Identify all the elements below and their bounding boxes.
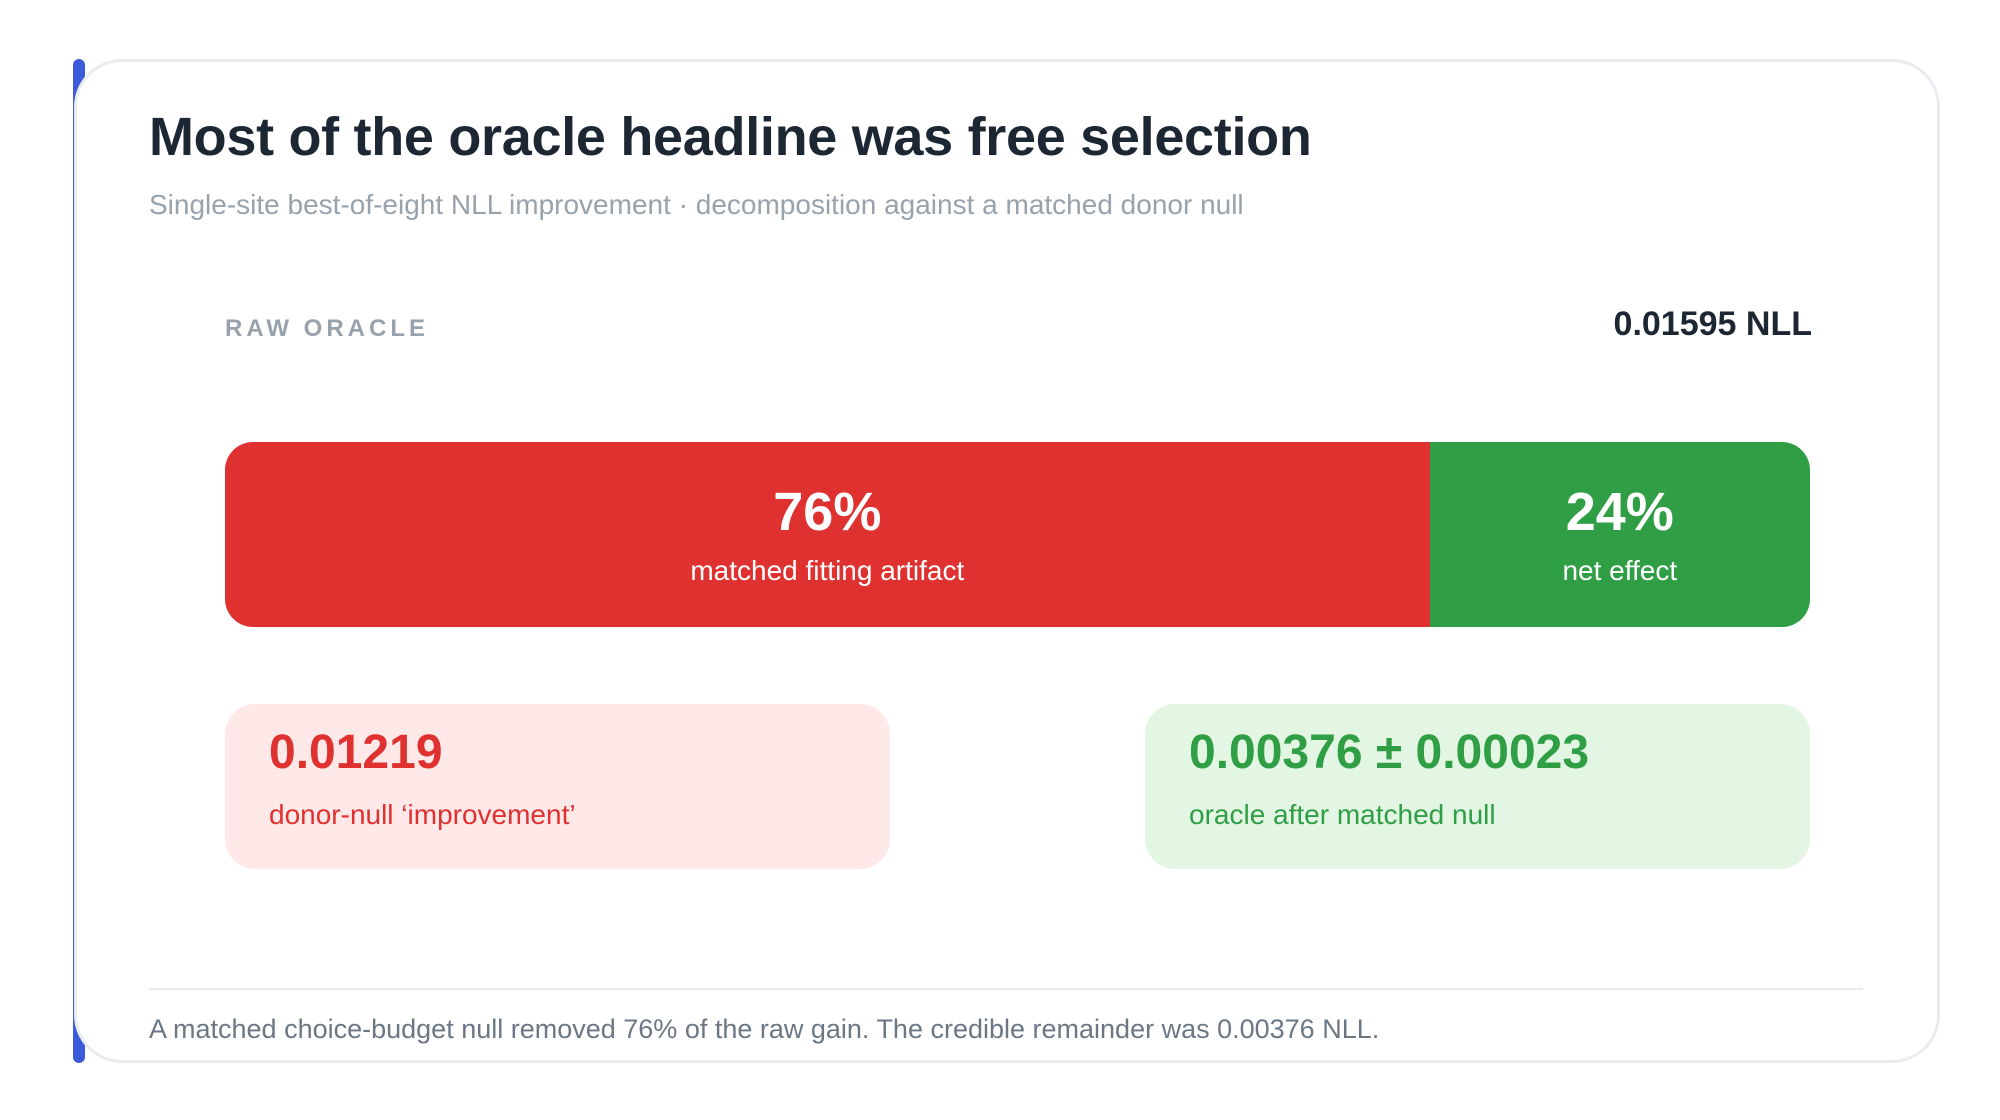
segment-net-label: net effect	[1562, 554, 1678, 586]
donor-null-card: 0.01219 donor-null ‘improvement’	[225, 704, 890, 869]
net-oracle-label: oracle after matched null	[1189, 798, 1496, 830]
net-oracle-card: 0.00376 ± 0.00023 oracle after matched n…	[1145, 704, 1810, 869]
segment-net-effect: 24% net effect	[1429, 442, 1810, 627]
segment-artifact-percent: 76%	[773, 481, 882, 542]
donor-null-value: 0.01219	[269, 726, 443, 779]
raw-oracle-label: RAW ORACLE	[225, 315, 429, 342]
segment-net-percent: 24%	[1565, 481, 1674, 542]
net-oracle-value: 0.00376 ± 0.00023	[1189, 726, 1590, 779]
raw-oracle-value: 0.01595 NLL	[1613, 305, 1812, 343]
divider	[149, 988, 1863, 990]
segment-artifact: 76% matched fitting artifact	[225, 442, 1430, 627]
footnote: A matched choice-budget null removed 76%…	[149, 1014, 1380, 1044]
donor-null-label: donor-null ‘improvement’	[269, 798, 576, 830]
page-title: Most of the oracle headline was free sel…	[149, 107, 1312, 167]
decomposition-bar: 76% matched fitting artifact 24% net eff…	[225, 442, 1810, 627]
page-subtitle: Single-site best-of-eight NLL improvemen…	[149, 189, 1244, 220]
segment-artifact-label: matched fitting artifact	[690, 554, 965, 586]
